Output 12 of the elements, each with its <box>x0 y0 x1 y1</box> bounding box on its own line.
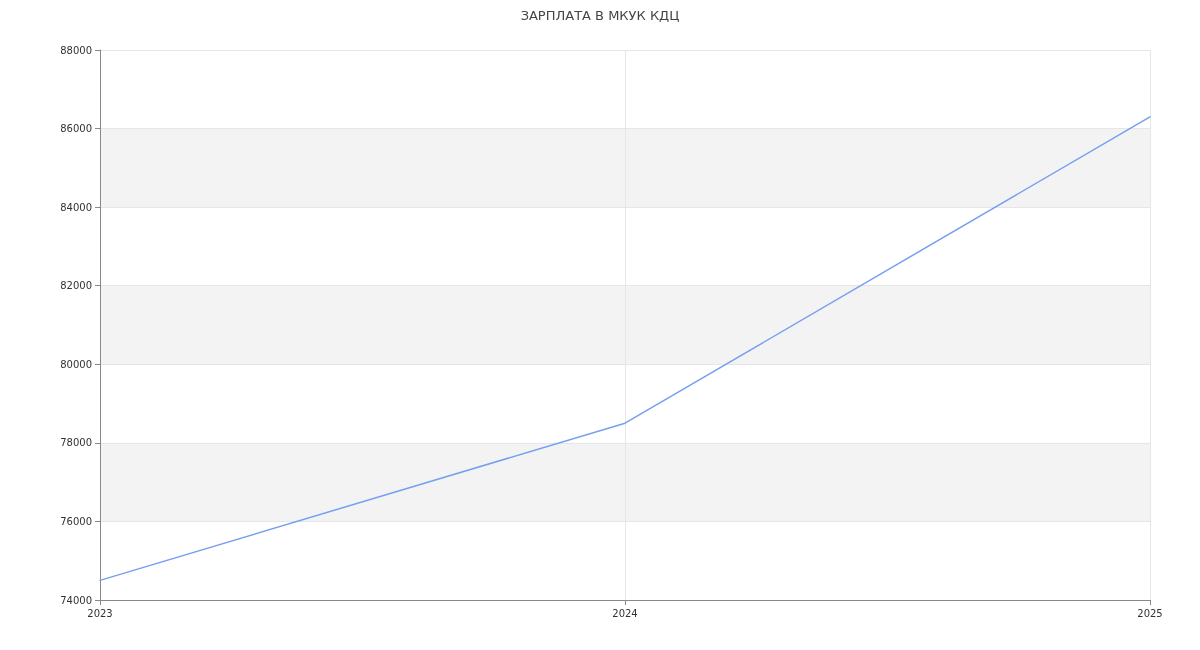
y-tick-label: 86000 <box>60 123 92 135</box>
y-tick-label: 84000 <box>60 201 92 213</box>
y-tick-label: 82000 <box>60 280 92 292</box>
x-tick-label: 2025 <box>1137 607 1163 619</box>
x-tick-label: 2024 <box>612 607 638 619</box>
x-tick-label: 2023 <box>87 607 113 619</box>
y-tick-label: 88000 <box>60 44 92 56</box>
y-tick-label: 76000 <box>60 515 92 527</box>
y-tick-label: 80000 <box>60 358 92 370</box>
chart-title: ЗАРПЛАТА В МКУК КДЦ <box>520 8 680 23</box>
y-tick-label: 74000 <box>60 594 92 606</box>
y-tick-label: 78000 <box>60 437 92 449</box>
